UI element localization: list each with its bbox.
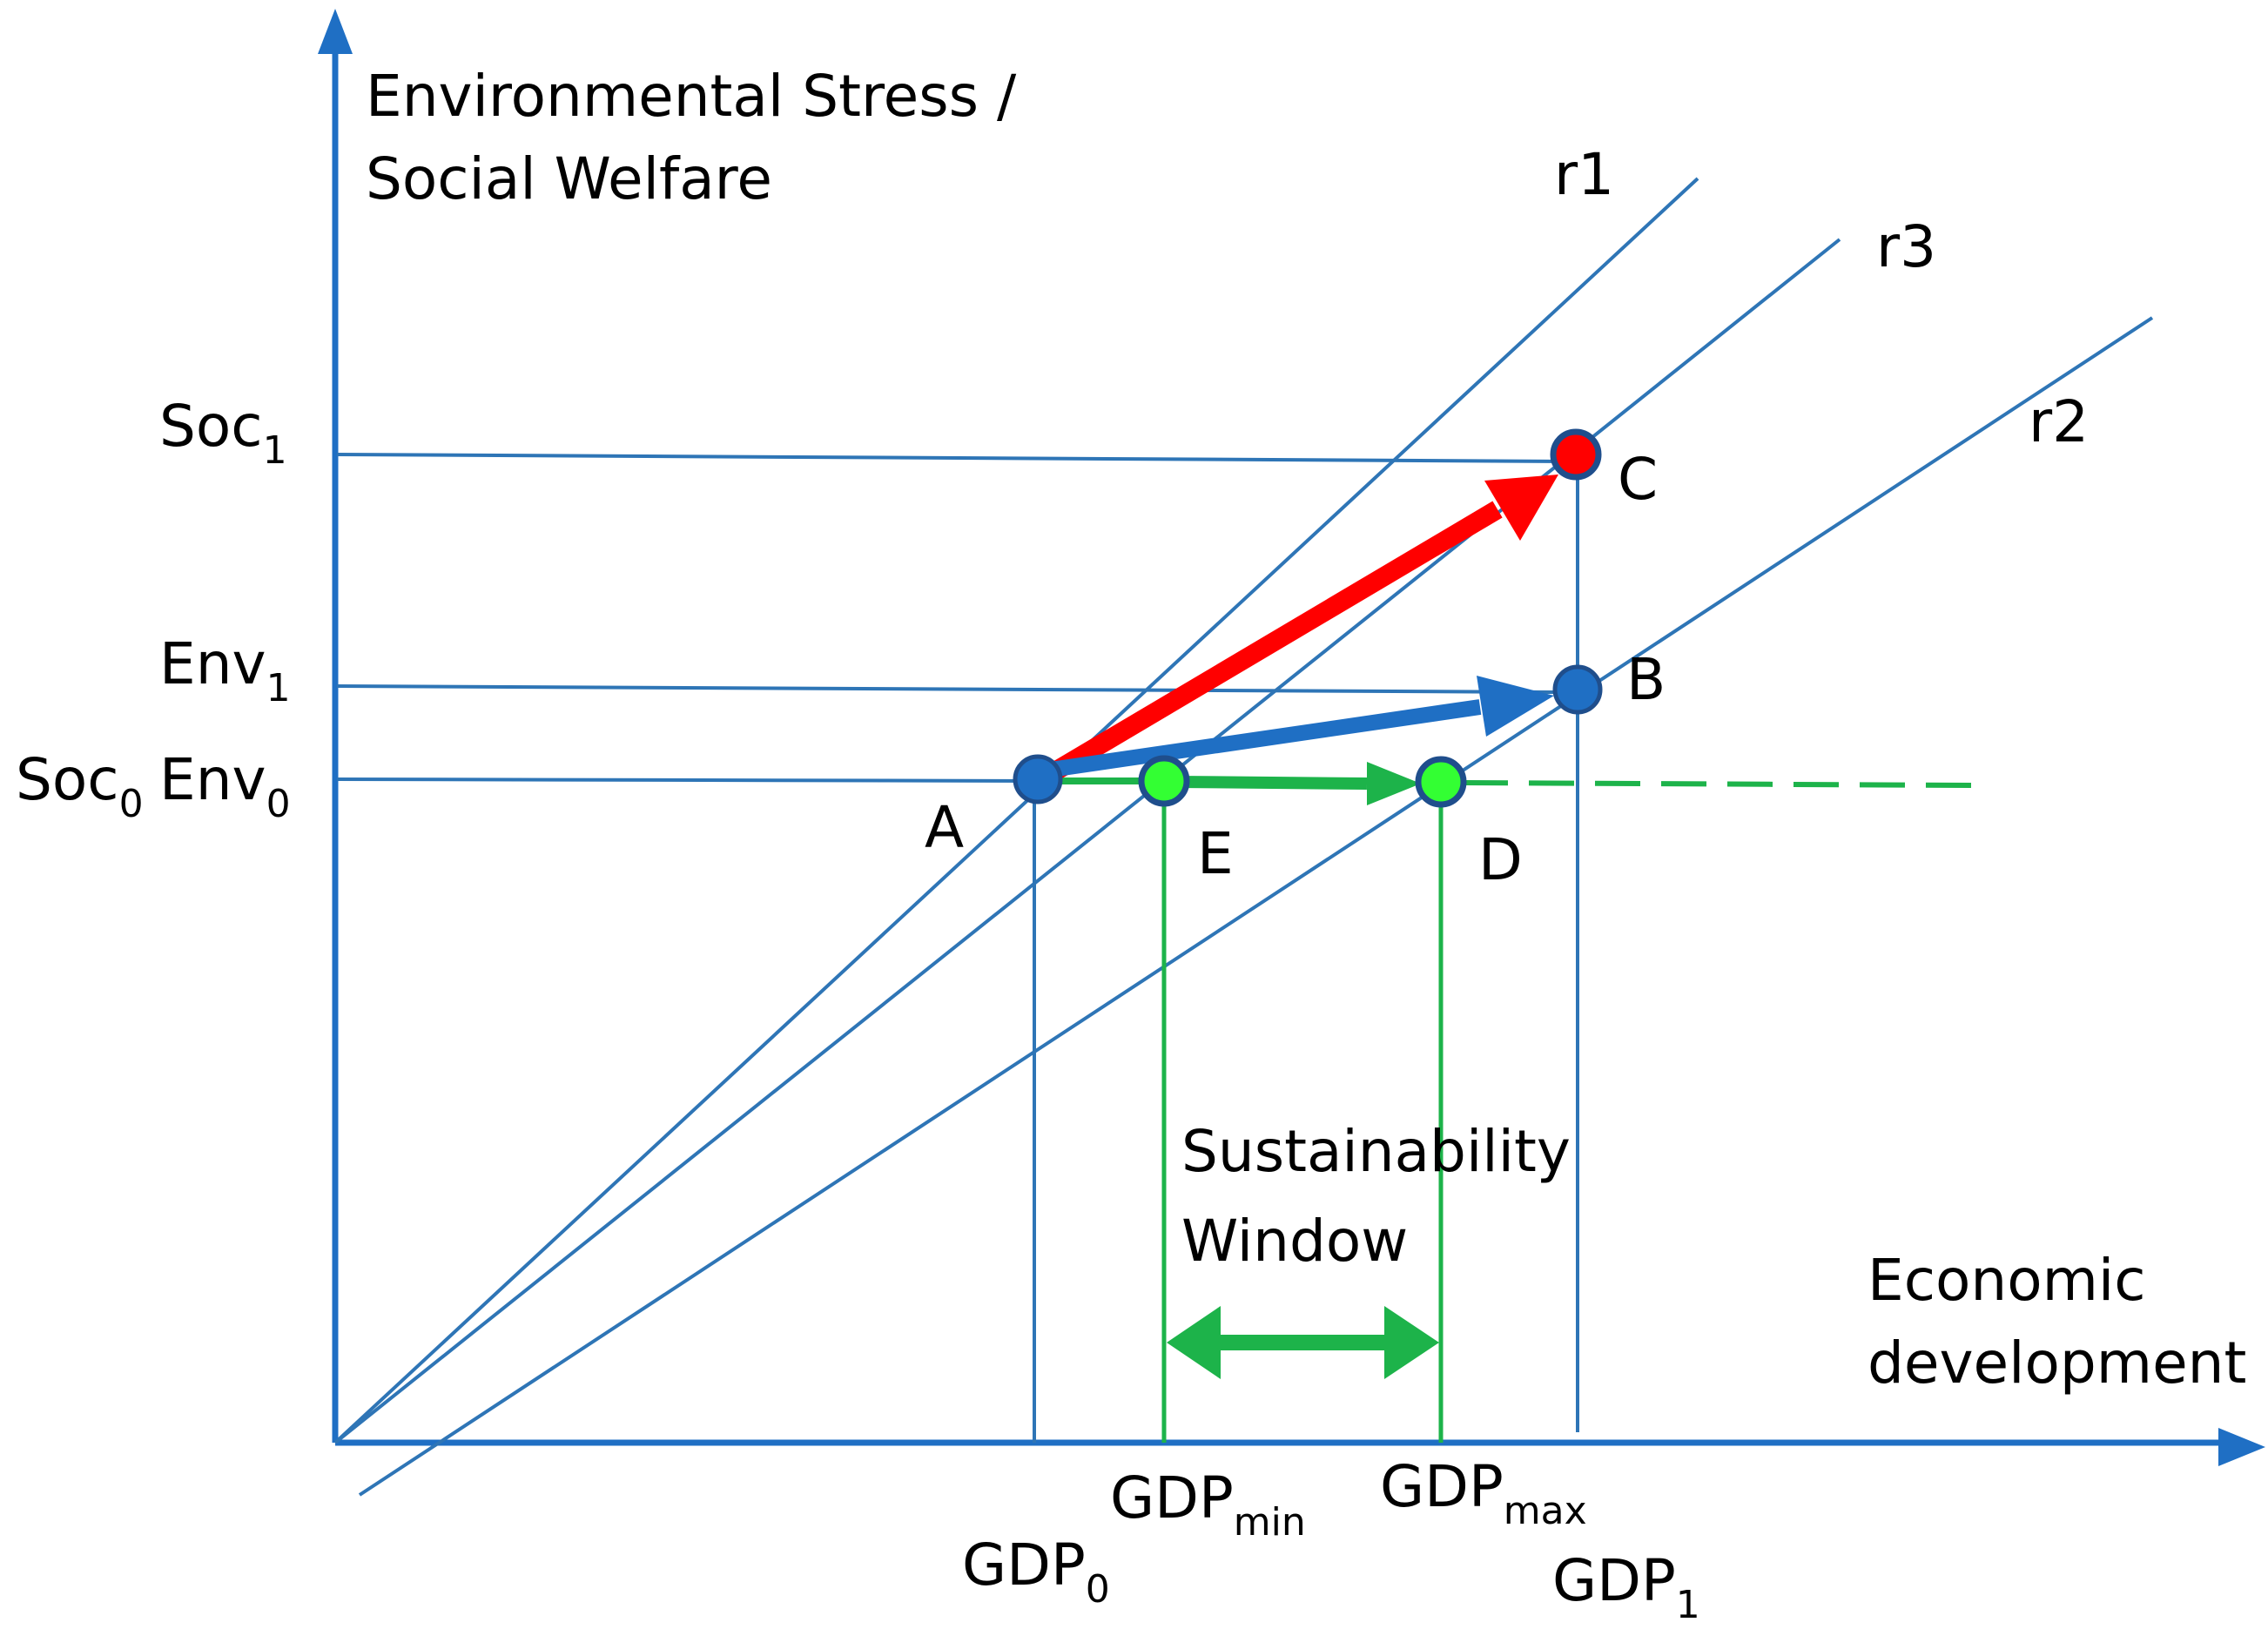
point-label-e: E	[1197, 820, 1234, 887]
x-tick-gdp1: GDP1	[1552, 1547, 1700, 1627]
soc1-level-line	[336, 453, 1577, 463]
y-tick-env1: Env1	[159, 630, 291, 710]
y-tick-env0: Env0	[159, 746, 291, 826]
point-label-c: C	[1618, 446, 1658, 513]
ray-r3	[333, 238, 1841, 1444]
arrow-a-to-b-head	[1477, 676, 1554, 737]
x-axis-arrow-head	[2218, 1428, 2265, 1466]
y-axis-arrow-head	[318, 9, 353, 54]
x-tick-gdp0: GDP0	[962, 1531, 1110, 1612]
window-arrow-right-head	[1384, 1306, 1439, 1379]
ray-r2	[358, 316, 2154, 1497]
arrow-a-to-c	[1040, 501, 1503, 786]
point-label-a: A	[925, 794, 964, 861]
y-axis-label-line2: Social Welfare	[366, 145, 772, 212]
point-b	[1552, 664, 1603, 715]
arrow-a-to-b	[1043, 699, 1482, 778]
env1-level-line	[336, 684, 1559, 694]
point-c	[1550, 428, 1602, 481]
arrow-a-to-c-head	[1484, 475, 1558, 541]
ray-label-r3: r3	[1876, 213, 1936, 280]
y-axis-label-line1: Environmental Stress /	[366, 63, 1017, 130]
y-tick-soc0: Soc0	[16, 746, 144, 826]
arrow-e-to-d	[1174, 776, 1368, 790]
ray-label-r1: r1	[1554, 141, 1614, 208]
x-axis-label-line2: development	[1868, 1329, 2246, 1397]
point-label-d: D	[1478, 826, 1523, 893]
green-dashed-extension	[1462, 780, 1973, 788]
window-label-line1: Sustainability	[1181, 1118, 1571, 1185]
ray-label-r2: r2	[2029, 388, 2089, 455]
y-tick-soc1: Soc1	[159, 393, 287, 473]
x-tick-gdpmax: GDPmax	[1380, 1453, 1587, 1533]
window-label-line2: Window	[1181, 1208, 1408, 1275]
arrow-e-to-d-head	[1367, 762, 1421, 805]
ray-r1	[333, 177, 1699, 1444]
point-a	[1013, 754, 1063, 804]
x-axis-label-line1: Economic	[1868, 1247, 2146, 1314]
window-arrow-left-head	[1167, 1306, 1221, 1379]
x-tick-gdpmin: GDPmin	[1110, 1464, 1306, 1545]
env0-level-line	[336, 777, 1041, 783]
point-label-b: B	[1626, 646, 1666, 713]
point-d	[1415, 756, 1467, 808]
point-e	[1138, 755, 1190, 807]
